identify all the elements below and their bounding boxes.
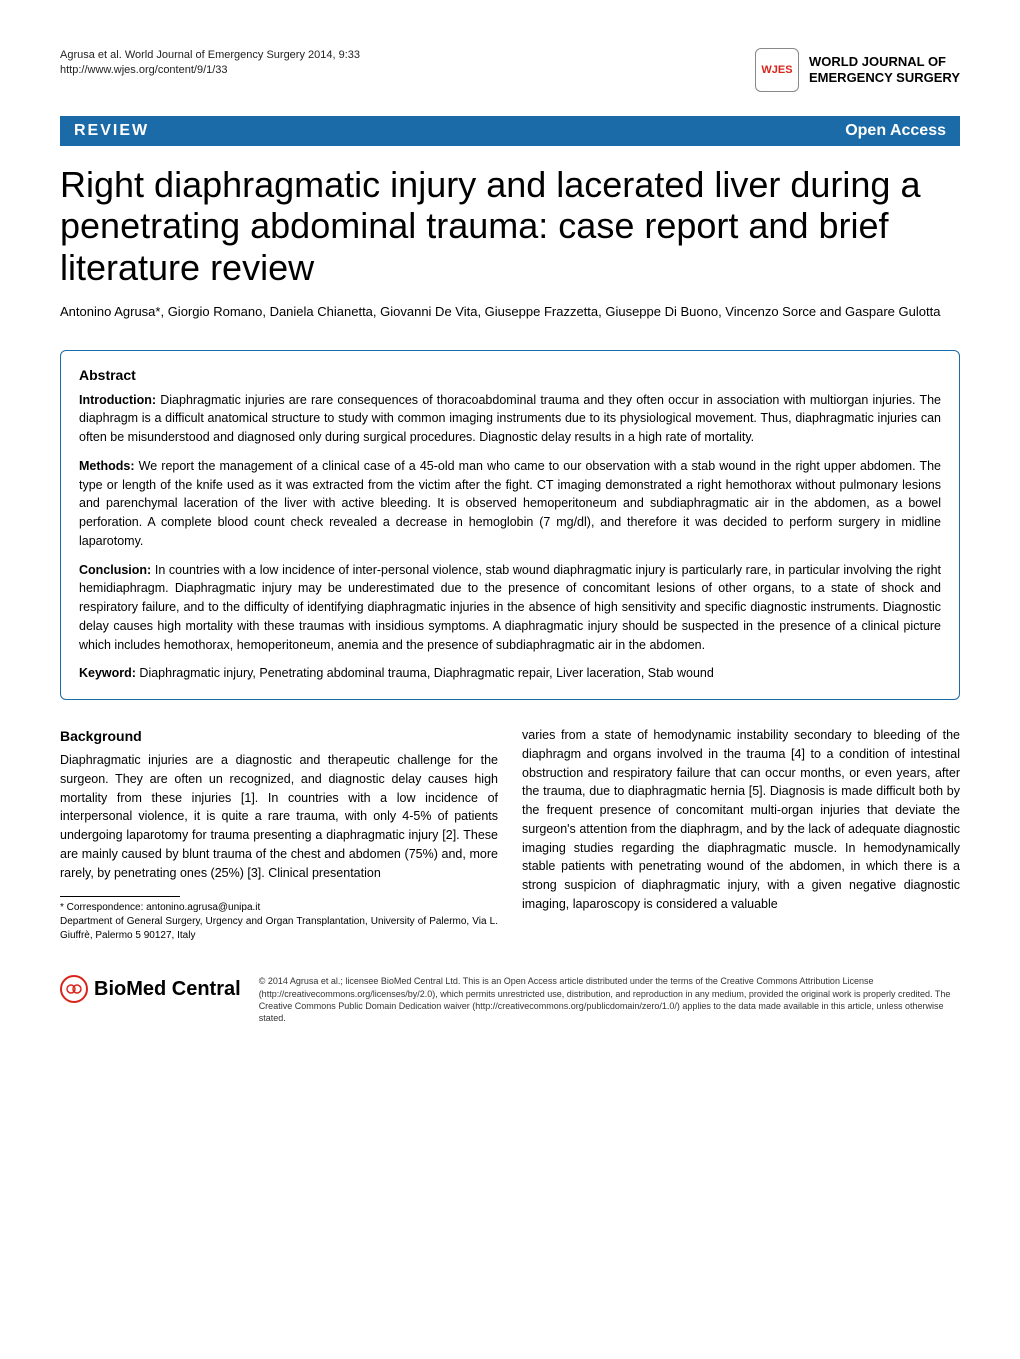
abstract-conclusion: Conclusion: In countries with a low inci… (79, 561, 941, 655)
abstract-introduction: Introduction: Diaphragmatic injuries are… (79, 391, 941, 447)
biomed-logo: BioMed Central (60, 975, 241, 1003)
open-access-label: Open Access (845, 122, 946, 140)
body-columns: Background Diaphragmatic injuries are a … (60, 726, 960, 943)
citation-url: http://www.wjes.org/content/9/1/33 (60, 63, 755, 78)
background-text-col2: varies from a state of hemodynamic insta… (522, 726, 960, 914)
license-text: © 2014 Agrusa et al.; licensee BioMed Ce… (259, 975, 960, 1024)
author-list: Antonino Agrusa*, Giorgio Romano, Daniel… (60, 302, 960, 322)
abstract-keywords: Keyword: Diaphragmatic injury, Penetrati… (79, 664, 941, 683)
conclusion-text: In countries with a low incidence of int… (79, 563, 941, 652)
background-heading: Background (60, 726, 498, 747)
journal-brand: WJES WORLD JOURNAL OF EMERGENCY SURGERY (755, 48, 960, 92)
department-footnote: Department of General Surgery, Urgency a… (60, 915, 498, 943)
abstract-box: Abstract Introduction: Diaphragmatic inj… (60, 350, 960, 701)
review-open-access-bar: REVIEW Open Access (60, 116, 960, 146)
footer: BioMed Central © 2014 Agrusa et al.; lic… (60, 965, 960, 1024)
intro-text: Diaphragmatic injuries are rare conseque… (79, 393, 941, 445)
journal-name-line1: WORLD JOURNAL OF (809, 54, 960, 70)
conclusion-label: Conclusion: (79, 563, 151, 577)
abstract-methods: Methods: We report the management of a c… (79, 457, 941, 551)
methods-text: We report the management of a clinical c… (79, 459, 941, 548)
citation-text: Agrusa et al. World Journal of Emergency… (60, 48, 755, 63)
wjes-badge-icon: WJES (755, 48, 799, 92)
review-label: REVIEW (74, 122, 149, 140)
citation-block: Agrusa et al. World Journal of Emergency… (60, 48, 755, 79)
correspondence-footnote: * Correspondence: antonino.agrusa@unipa.… (60, 901, 498, 915)
article-title: Right diaphragmatic injury and lacerated… (60, 164, 960, 288)
keyword-text: Diaphragmatic injury, Penetrating abdomi… (136, 666, 714, 680)
journal-name-line2: EMERGENCY SURGERY (809, 70, 960, 86)
abstract-heading: Abstract (79, 367, 941, 383)
column-left: Background Diaphragmatic injuries are a … (60, 726, 498, 943)
biomed-circle-icon (60, 975, 88, 1003)
keyword-label: Keyword: (79, 666, 136, 680)
biomed-text: BioMed Central (94, 978, 241, 1001)
journal-name-block: WORLD JOURNAL OF EMERGENCY SURGERY (809, 54, 960, 85)
column-right: varies from a state of hemodynamic insta… (522, 726, 960, 943)
intro-label: Introduction: (79, 393, 156, 407)
background-text-col1: Diaphragmatic injuries are a diagnostic … (60, 751, 498, 882)
page-header: Agrusa et al. World Journal of Emergency… (60, 48, 960, 92)
footnote-rule (60, 896, 180, 897)
methods-label: Methods: (79, 459, 135, 473)
